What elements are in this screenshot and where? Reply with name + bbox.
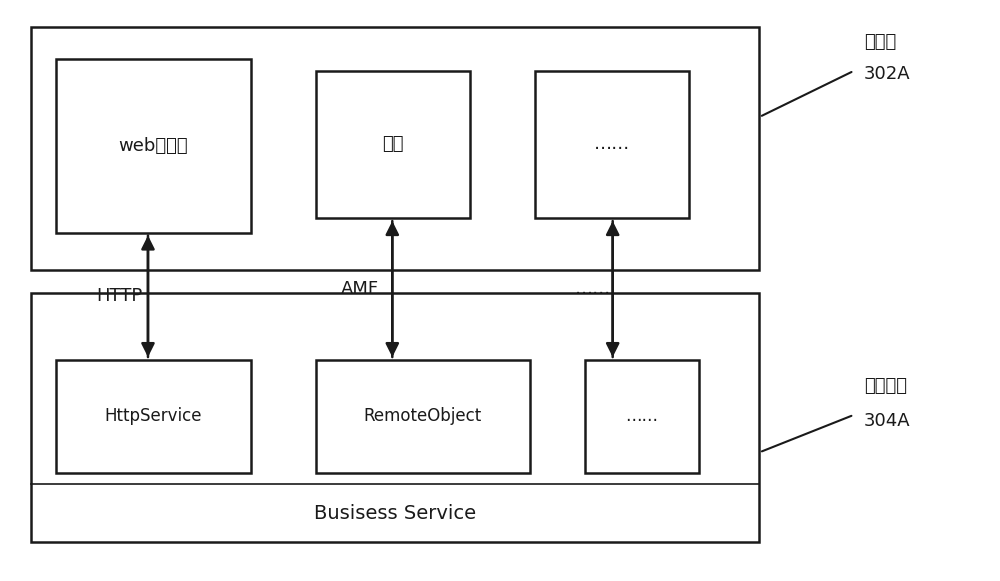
Text: AMF: AMF <box>340 280 379 298</box>
Text: Busisess Service: Busisess Service <box>314 504 476 523</box>
Text: HttpService: HttpService <box>105 407 202 425</box>
Bar <box>31 293 759 542</box>
Text: RemoteObject: RemoteObject <box>364 407 482 425</box>
Text: 客户端: 客户端 <box>864 33 896 51</box>
Text: 302A: 302A <box>864 64 911 83</box>
Bar <box>316 360 530 472</box>
Text: HTTP: HTTP <box>96 287 142 305</box>
Bar <box>56 59 251 232</box>
Bar <box>585 360 699 472</box>
Bar <box>535 71 689 218</box>
Text: web浏览器: web浏览器 <box>119 137 188 155</box>
Text: 304A: 304A <box>864 411 911 429</box>
Bar <box>56 360 251 472</box>
Text: ……: …… <box>626 407 659 425</box>
Text: ……: …… <box>575 280 611 298</box>
Text: 插件: 插件 <box>382 135 404 153</box>
Text: 服务器端: 服务器端 <box>864 377 907 395</box>
Bar <box>316 71 470 218</box>
Bar <box>31 27 759 270</box>
Text: ……: …… <box>594 135 630 153</box>
